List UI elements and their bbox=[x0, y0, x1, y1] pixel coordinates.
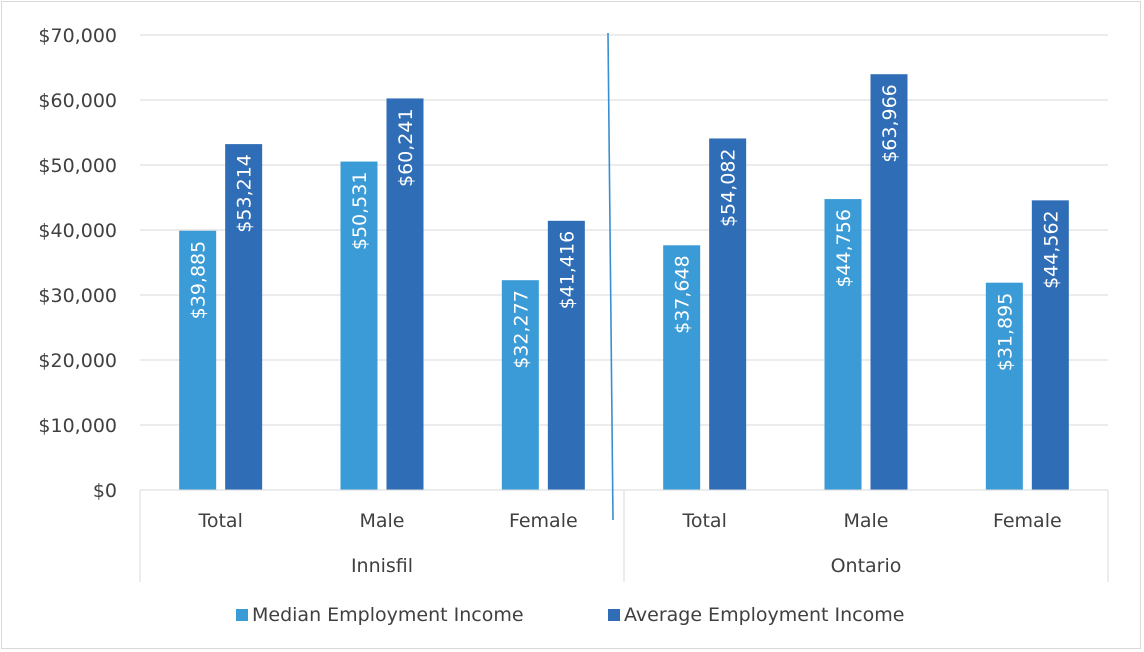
data-label: $54,082 bbox=[718, 148, 740, 227]
x-tick-label: Female bbox=[509, 510, 578, 532]
x-tick-label: Female bbox=[993, 510, 1062, 532]
gridlines bbox=[140, 34, 1108, 491]
data-label: $63,966 bbox=[879, 84, 901, 163]
median-bar bbox=[501, 280, 539, 490]
average-bar bbox=[709, 138, 747, 491]
data-label: $39,885 bbox=[188, 241, 210, 320]
y-axis: $0 $10,000 $20,000 $30,000 $40,000 $50,000 $60… bbox=[38, 25, 117, 502]
data-label: $37,648 bbox=[672, 255, 694, 334]
x-tick-label: Total bbox=[681, 510, 726, 532]
median-bar bbox=[824, 199, 862, 490]
y-tick-label: $10,000 bbox=[38, 415, 117, 437]
median-bar bbox=[340, 161, 378, 490]
y-tick-label: $0 bbox=[93, 480, 117, 502]
x-axis: Total Male Female Total Male Female Innisfil On… bbox=[139, 489, 1109, 582]
data-label: $50,531 bbox=[349, 172, 371, 251]
y-tick-label: $30,000 bbox=[38, 285, 117, 307]
average-bar bbox=[386, 98, 424, 490]
legend: Median Employment Income Average Employme… bbox=[236, 604, 904, 626]
data-label: $44,756 bbox=[833, 209, 855, 288]
x-tick-label: Male bbox=[843, 510, 888, 532]
group-label: Innisfil bbox=[351, 555, 413, 577]
legend-label: Median Employment Income bbox=[252, 604, 524, 626]
data-label: $53,214 bbox=[234, 154, 256, 233]
average-bar bbox=[225, 144, 263, 490]
median-bar bbox=[663, 245, 701, 490]
data-label: $44,562 bbox=[1040, 210, 1062, 289]
x-tick-label: Male bbox=[359, 510, 404, 532]
data-label: $32,277 bbox=[510, 290, 532, 369]
legend-label: Average Employment Income bbox=[624, 604, 904, 626]
data-label: $60,241 bbox=[395, 108, 417, 187]
average-bar bbox=[1031, 200, 1069, 491]
group-label: Ontario bbox=[831, 555, 902, 577]
bars: $39,885 $53,214 $50,531 $60,241 $32,277 $41,4… bbox=[179, 74, 1069, 491]
average-bar bbox=[547, 220, 585, 490]
y-tick-label: $50,000 bbox=[38, 155, 117, 177]
data-label: $41,416 bbox=[556, 231, 578, 310]
y-tick-label: $60,000 bbox=[38, 90, 117, 112]
average-bar bbox=[870, 74, 908, 490]
y-tick-label: $20,000 bbox=[38, 350, 117, 372]
legend-swatch bbox=[608, 609, 620, 621]
median-bar bbox=[985, 282, 1023, 490]
data-label: $31,895 bbox=[994, 293, 1016, 372]
x-tick-label: Total bbox=[197, 510, 242, 532]
y-tick-label: $70,000 bbox=[38, 25, 117, 47]
median-bar bbox=[179, 230, 217, 490]
legend-swatch bbox=[236, 609, 248, 621]
divider-line bbox=[607, 32, 614, 521]
y-tick-label: $40,000 bbox=[38, 220, 117, 242]
